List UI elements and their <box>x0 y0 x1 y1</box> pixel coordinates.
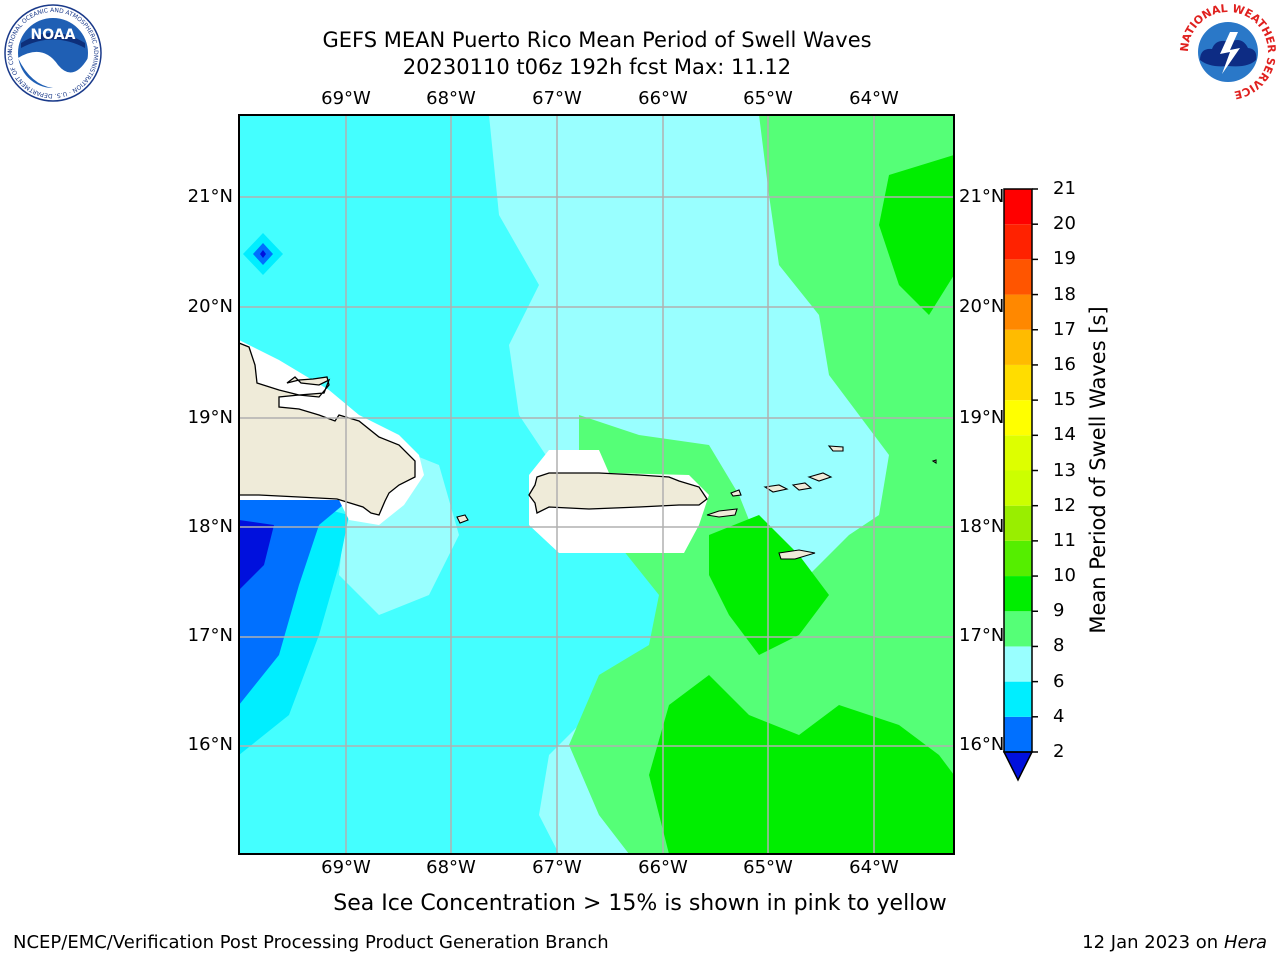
contour-10-11-ne <box>879 155 954 315</box>
island-culebra <box>730 489 742 497</box>
colorbar-tick-label: 18 <box>1053 283 1076 305</box>
colorbar-segment <box>1004 576 1032 612</box>
colorbar-segment <box>1004 470 1032 506</box>
footer-host: Hera <box>1223 932 1267 953</box>
colorbar-extend-triangle <box>1002 751 1034 782</box>
lon-label-top: 64°W <box>849 88 899 109</box>
island-mona <box>456 514 469 524</box>
island-vieques <box>706 508 738 518</box>
contour-9-10 <box>569 115 954 854</box>
lat-label-right: 21°N <box>959 186 1005 207</box>
colorbar-segment <box>1004 681 1032 717</box>
colorbar-segment <box>1004 435 1032 471</box>
contour-10-11-east <box>709 515 829 655</box>
colorbar-tick-label: 15 <box>1053 389 1076 411</box>
lat-label-left: 16°N <box>187 734 233 755</box>
colorbar-tick-label: 6 <box>1053 670 1065 692</box>
chart-title: GEFS MEAN Puerto Rico Mean Period of Swe… <box>322 28 872 52</box>
colorbar-tick-label: 8 <box>1053 635 1065 657</box>
colorbar-tick-label: 9 <box>1053 600 1065 622</box>
lat-label-left: 19°N <box>187 407 233 428</box>
map-frame <box>238 114 955 855</box>
island-st-croix <box>778 549 816 560</box>
sea-ice-note: Sea Ice Concentration > 15% is shown in … <box>333 891 947 916</box>
island-anegada <box>827 445 844 452</box>
colorbar-segment <box>1004 505 1032 541</box>
lat-label-left: 20°N <box>187 296 233 317</box>
chart-subtitle: 20230110 t06z 192h fcst Max: 11.12 <box>402 55 792 79</box>
colorbar-segment <box>1004 611 1032 647</box>
contour-10-11-south <box>649 675 954 854</box>
lon-label-bottom: 68°W <box>426 857 476 878</box>
island-sombrero <box>931 459 937 465</box>
footer-credit: NCEP/EMC/Verification Post Processing Pr… <box>13 932 609 953</box>
lon-label-top: 65°W <box>743 88 793 109</box>
gridlines <box>239 115 954 854</box>
island-st-john <box>791 482 813 491</box>
contour-feature-nw-center <box>260 250 266 258</box>
colorbar-title: Mean Period of Swell Waves [s] <box>1086 306 1110 634</box>
island-tortola <box>807 472 833 482</box>
colorbar-tick-label: 13 <box>1053 459 1076 481</box>
map-panel <box>238 114 955 855</box>
lat-label-right: 17°N <box>959 625 1005 646</box>
island-st-thomas <box>763 484 789 493</box>
lon-label-bottom: 65°W <box>743 857 793 878</box>
lat-label-left: 17°N <box>187 625 233 646</box>
colorbar-tick-label: 10 <box>1053 565 1076 587</box>
colorbar-tick-label: 16 <box>1053 353 1076 375</box>
lat-label-right: 18°N <box>959 516 1005 537</box>
colorbar-segment <box>1004 716 1032 752</box>
colorbar-tick-label: 21 <box>1053 178 1076 199</box>
colorbar-segment <box>1004 400 1032 436</box>
lat-label-right: 20°N <box>959 296 1005 317</box>
nws-logo: NATIONAL WEATHER SERVICE <box>1178 2 1278 102</box>
lat-label-left: 18°N <box>187 516 233 537</box>
lat-label-right: 19°N <box>959 407 1005 428</box>
lon-label-bottom: 64°W <box>849 857 899 878</box>
colorbar-segment <box>1004 646 1032 682</box>
lon-label-top: 69°W <box>321 88 371 109</box>
lon-label-top: 67°W <box>532 88 582 109</box>
lon-label-bottom: 66°W <box>638 857 688 878</box>
colorbar-segment <box>1004 189 1032 225</box>
footer-date: 12 Jan 2023 on Hera <box>1082 932 1267 953</box>
footer-date-text: 12 Jan 2023 on <box>1082 932 1219 953</box>
colorbar-segment <box>1004 259 1032 295</box>
lon-label-bottom: 69°W <box>321 857 371 878</box>
colorbar-tick-label: 4 <box>1053 705 1065 727</box>
lon-label-top: 66°W <box>638 88 688 109</box>
colorbar-segment <box>1004 224 1032 260</box>
lat-label-left: 21°N <box>187 186 233 207</box>
lon-label-top: 68°W <box>426 88 476 109</box>
colorbar-tick-label: 14 <box>1053 424 1076 446</box>
colorbar-tick-label: 20 <box>1053 213 1076 235</box>
colorbar-segment <box>1004 364 1032 401</box>
colorbar-tick-label: 11 <box>1053 529 1076 551</box>
colorbar-tick-label: 19 <box>1053 248 1076 270</box>
noaa-logo: NATIONAL OCEANIC AND ATMOSPHERIC ADMINIS… <box>0 0 102 102</box>
colorbar-segment <box>1004 294 1032 330</box>
colorbar <box>1002 188 1038 782</box>
colorbar-segment <box>1004 329 1032 365</box>
colorbar-tick-label: 17 <box>1053 318 1076 340</box>
lat-label-right: 16°N <box>959 734 1005 755</box>
lon-label-bottom: 67°W <box>532 857 582 878</box>
colorbar-tick-label: 2 <box>1053 741 1065 762</box>
contour-0-2-west <box>239 520 274 590</box>
colorbar-tick-label: 12 <box>1053 494 1076 516</box>
noaa-text: NOAA <box>31 27 76 43</box>
land-hispaniola <box>239 342 416 516</box>
colorbar-segment <box>1004 540 1032 577</box>
